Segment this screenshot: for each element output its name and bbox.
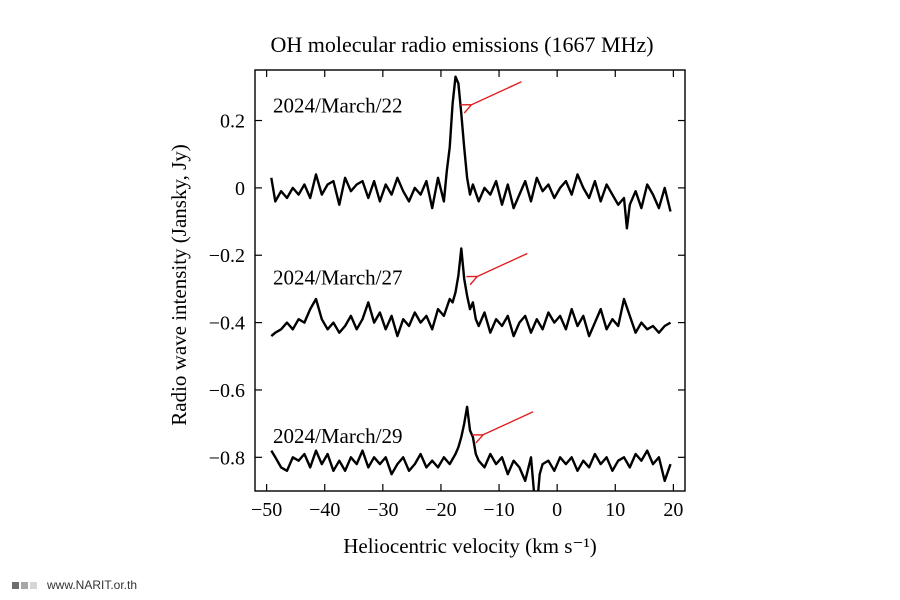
annotations: 2024/March/22 2024/March/27 2024/March/29 xyxy=(273,81,534,448)
peak-arrow-icon xyxy=(483,411,534,435)
peak-arrow-icon xyxy=(471,81,522,105)
x-axis: −50 −40 −30 −20 −10 0 10 20 xyxy=(251,70,683,521)
series-line-1 xyxy=(270,75,672,230)
y-tick-label: −0.6 xyxy=(209,380,245,402)
plot-frame xyxy=(254,69,686,492)
x-tick-label: −50 xyxy=(251,499,282,521)
peak-arrow-icon xyxy=(477,252,528,277)
y-tick-label: −0.2 xyxy=(209,245,245,267)
chart-title: OH molecular radio emissions (1667 MHz) xyxy=(270,32,653,57)
logo-square-icon xyxy=(21,581,28,589)
series-line-3 xyxy=(270,405,672,491)
y-tick-label: −0.4 xyxy=(209,313,245,335)
logo-square-icon xyxy=(12,581,19,589)
series-line-2 xyxy=(270,247,672,338)
series-label-2: 2024/March/27 xyxy=(273,266,402,290)
y-tick-label: 0.2 xyxy=(220,111,245,133)
x-axis-label: Heliocentric velocity (km s⁻¹) xyxy=(343,534,597,558)
y-tick-label: 0 xyxy=(235,178,245,200)
y-axis-label: Radio wave intensity (Jansky, Jy) xyxy=(167,144,191,426)
x-tick-label: −30 xyxy=(367,499,398,521)
x-tick-label: −10 xyxy=(483,499,514,521)
x-tick-label: 10 xyxy=(605,499,625,521)
series-label-1: 2024/March/22 xyxy=(273,94,402,118)
x-tick-label: 0 xyxy=(552,499,562,521)
x-tick-label: 20 xyxy=(663,499,683,521)
series-label-3: 2024/March/29 xyxy=(273,424,402,448)
x-tick-label: −20 xyxy=(425,499,456,521)
footer: www.NARIT.or.th xyxy=(12,578,137,592)
series-group xyxy=(270,75,672,491)
y-tick-label: −0.8 xyxy=(209,447,245,469)
logo-square-icon xyxy=(30,581,37,589)
y-axis: 0.2 0 −0.2 −0.4 −0.6 −0.8 xyxy=(209,111,685,469)
x-tick-label: −40 xyxy=(309,499,340,521)
website-link[interactable]: www.NARIT.or.th xyxy=(47,578,138,592)
